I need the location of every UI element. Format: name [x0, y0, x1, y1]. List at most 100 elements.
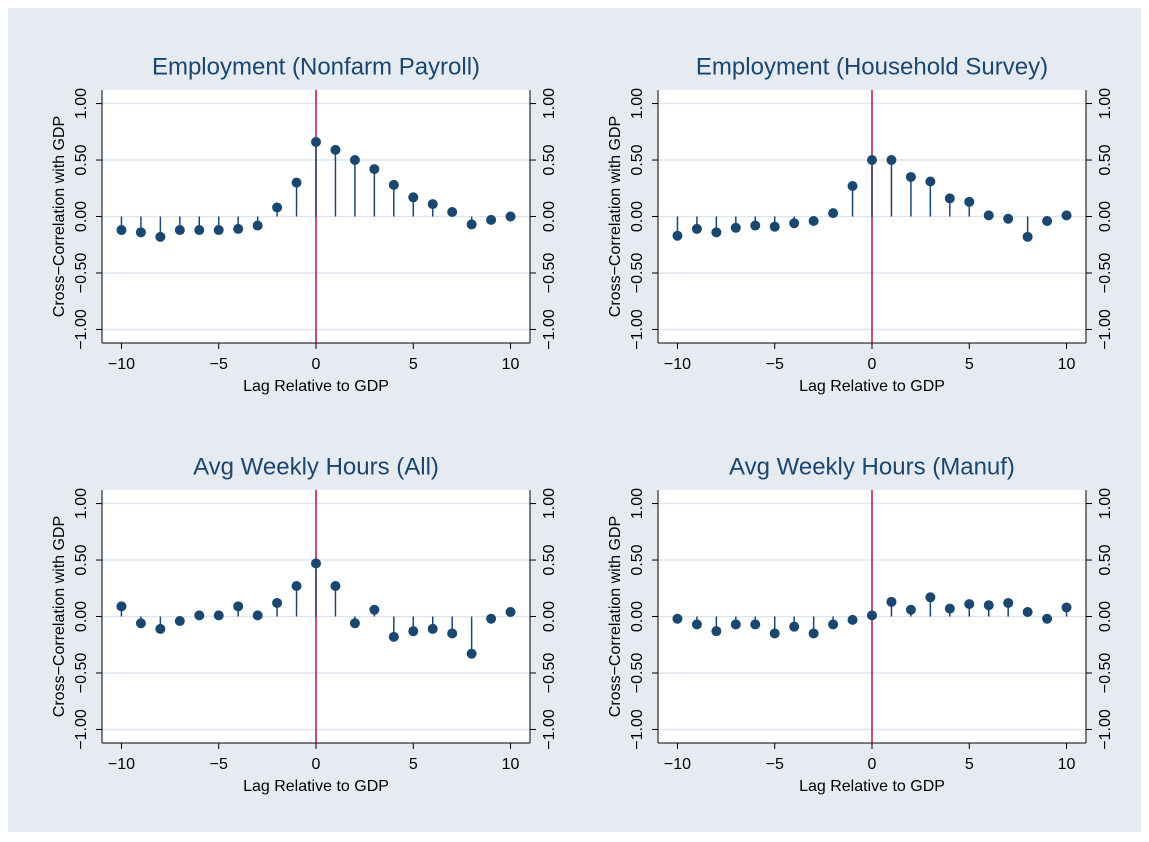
y-axis-title: Cross−Correlation with GDP	[51, 116, 68, 317]
x-tick-label: 5	[965, 756, 974, 773]
marker	[505, 606, 516, 617]
marker	[505, 211, 516, 222]
marker	[272, 597, 283, 608]
marker	[135, 227, 146, 238]
marker	[1061, 210, 1072, 221]
y-tick-label: 0.00	[629, 601, 646, 632]
marker	[213, 225, 224, 236]
x-axis-title: Lag Relative to GDP	[243, 378, 389, 395]
marker	[135, 618, 146, 629]
marker	[769, 628, 780, 639]
marker	[388, 179, 399, 190]
x-tick-label: 5	[409, 356, 418, 373]
marker	[808, 216, 819, 227]
y-tick-label: 0.00	[629, 201, 646, 232]
marker	[750, 619, 761, 630]
chart-title: Employment (Nonfarm Payroll)	[152, 53, 480, 80]
marker	[828, 619, 839, 630]
y-tick-label: −1.00	[629, 309, 646, 350]
marker	[711, 626, 722, 637]
y2-tick-label: −1.00	[541, 709, 558, 750]
marker	[486, 214, 497, 225]
y2-tick-label: −0.50	[541, 653, 558, 694]
chart-title: Employment (Household Survey)	[696, 53, 1048, 80]
marker	[789, 218, 800, 229]
marker	[886, 596, 897, 607]
y2-tick-label: −0.50	[541, 253, 558, 294]
y2-tick-label: 0.00	[1097, 601, 1114, 632]
x-tick-label: 5	[965, 356, 974, 373]
y2-tick-label: 1.00	[1097, 488, 1114, 519]
x-tick-label: 0	[868, 356, 877, 373]
x-tick-label: −10	[664, 756, 691, 773]
y-axis-title: Cross−Correlation with GDP	[607, 516, 624, 717]
marker	[174, 616, 185, 627]
y2-tick-label: 1.00	[1097, 88, 1114, 119]
marker	[427, 199, 438, 210]
marker	[944, 193, 955, 204]
y2-tick-label: 0.50	[1097, 144, 1114, 175]
marker	[349, 155, 360, 166]
marker	[867, 155, 877, 166]
marker	[1042, 613, 1053, 624]
marker	[1042, 216, 1053, 227]
marker	[983, 210, 994, 221]
y-axis-title: Cross−Correlation with GDP	[51, 516, 68, 717]
marker	[847, 614, 858, 625]
x-tick-label: −10	[108, 356, 135, 373]
y-tick-label: −0.50	[629, 253, 646, 294]
marker	[291, 177, 302, 188]
marker	[769, 221, 780, 232]
marker	[847, 181, 858, 192]
marker	[233, 601, 244, 612]
marker	[925, 592, 936, 603]
marker	[272, 202, 283, 213]
x-tick-label: −10	[108, 756, 135, 773]
x-tick-label: 10	[502, 356, 520, 373]
marker	[905, 604, 916, 615]
marker	[944, 603, 955, 614]
x-axis-title: Lag Relative to GDP	[799, 778, 945, 795]
y-tick-label: 0.50	[629, 544, 646, 575]
marker	[905, 171, 916, 182]
marker	[486, 613, 497, 624]
marker	[983, 600, 994, 611]
y2-tick-label: 0.50	[1097, 544, 1114, 575]
x-tick-label: −5	[210, 756, 228, 773]
marker	[349, 618, 360, 629]
marker	[886, 155, 897, 166]
marker	[1022, 606, 1033, 617]
marker	[925, 176, 936, 187]
marker	[369, 604, 380, 615]
y-tick-label: −0.50	[629, 653, 646, 694]
marker	[427, 623, 438, 634]
y-tick-label: 1.00	[629, 488, 646, 519]
marker	[672, 613, 683, 624]
marker	[1003, 597, 1014, 608]
marker	[194, 225, 205, 236]
y-tick-label: 1.00	[73, 488, 90, 519]
marker	[369, 164, 380, 175]
x-tick-label: 5	[409, 756, 418, 773]
marker	[252, 220, 263, 231]
marker	[330, 581, 341, 592]
marker	[808, 628, 819, 639]
marker	[466, 648, 477, 659]
x-axis-title: Lag Relative to GDP	[243, 778, 389, 795]
x-tick-label: 10	[1058, 356, 1076, 373]
y-tick-label: −0.50	[73, 253, 90, 294]
y-axis-title: Cross−Correlation with GDP	[607, 116, 624, 317]
marker	[789, 621, 800, 632]
y-tick-label: −1.00	[73, 309, 90, 350]
x-axis-title: Lag Relative to GDP	[799, 378, 945, 395]
marker	[311, 558, 321, 569]
y-tick-label: 0.50	[73, 144, 90, 175]
marker	[233, 223, 244, 234]
marker	[964, 196, 975, 207]
y2-tick-label: −1.00	[541, 309, 558, 350]
y2-tick-label: 0.00	[541, 601, 558, 632]
marker	[730, 619, 741, 630]
marker	[711, 227, 722, 238]
marker	[408, 192, 419, 203]
